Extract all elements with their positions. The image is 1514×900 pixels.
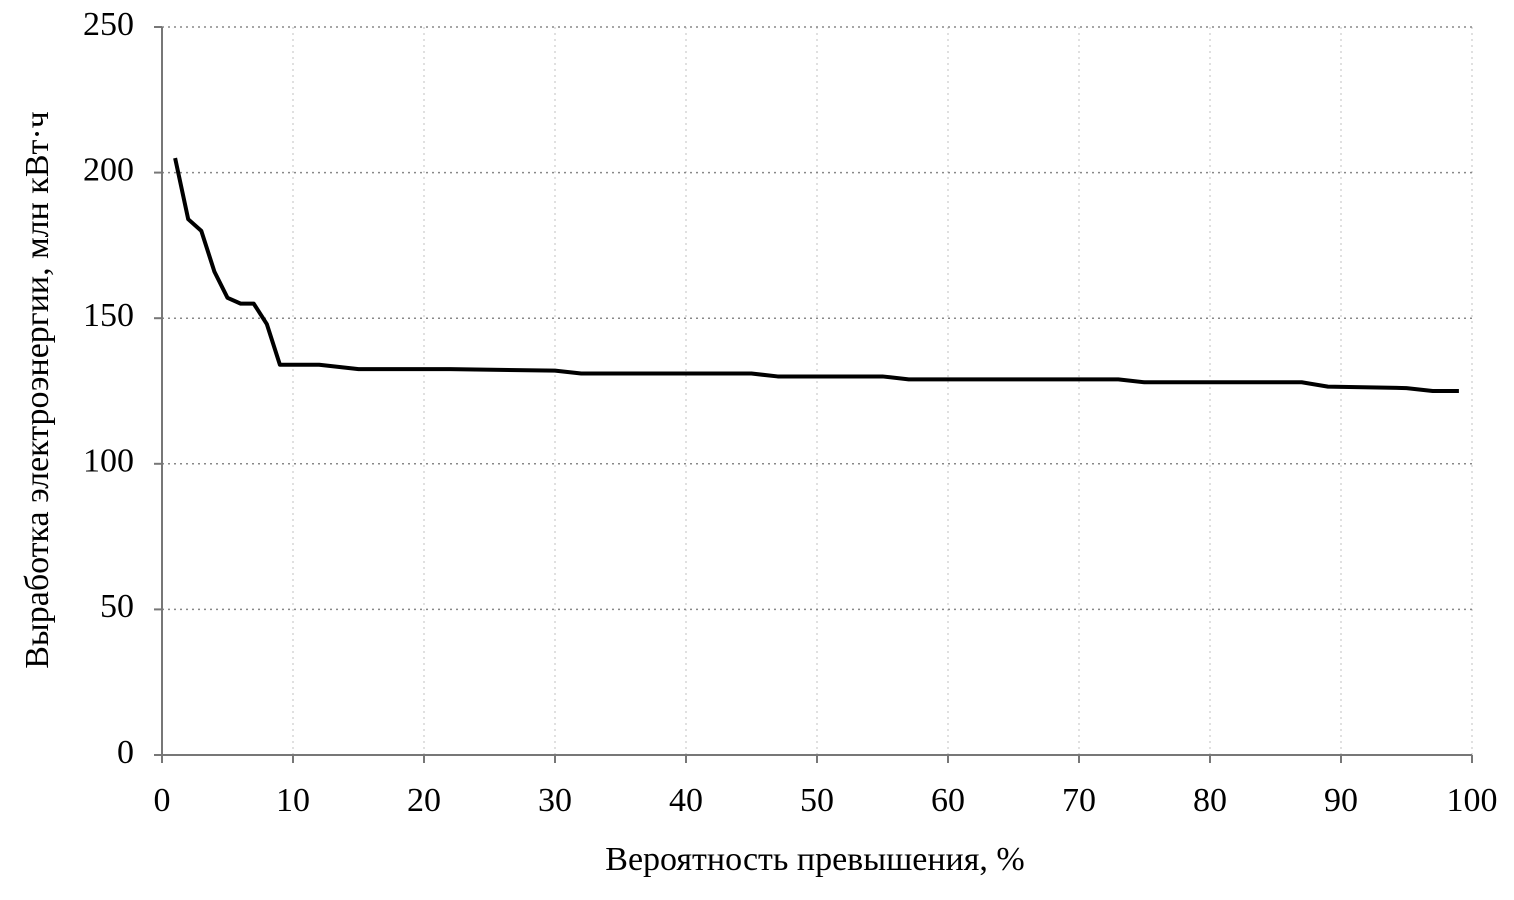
data-line — [173, 157, 1459, 393]
y-tick-label: 0 — [117, 734, 134, 771]
x-tick-label: 20 — [407, 782, 441, 819]
x-tick-label: 10 — [276, 782, 310, 819]
x-tick-label: 80 — [1193, 782, 1227, 819]
x-tick-label: 90 — [1324, 782, 1358, 819]
y-tick-label: 200 — [83, 151, 134, 188]
y-axis-label: Выработка электроэнергии, млн кВт·ч — [19, 111, 56, 669]
x-tick-label: 30 — [538, 782, 572, 819]
x-tick-label: 60 — [931, 782, 965, 819]
x-tick-label: 40 — [669, 782, 703, 819]
x-axis-label: Вероятность превышения, % — [605, 841, 1024, 878]
y-tick-label: 100 — [83, 443, 134, 480]
x-tick-label: 0 — [154, 782, 171, 819]
y-tick-label: 150 — [83, 297, 134, 334]
x-tick-label: 70 — [1062, 782, 1096, 819]
x-tick-label: 100 — [1447, 782, 1498, 819]
y-tick-label: 250 — [83, 6, 134, 43]
x-tick-label: 50 — [800, 782, 834, 819]
y-tick-label: 50 — [100, 588, 134, 625]
